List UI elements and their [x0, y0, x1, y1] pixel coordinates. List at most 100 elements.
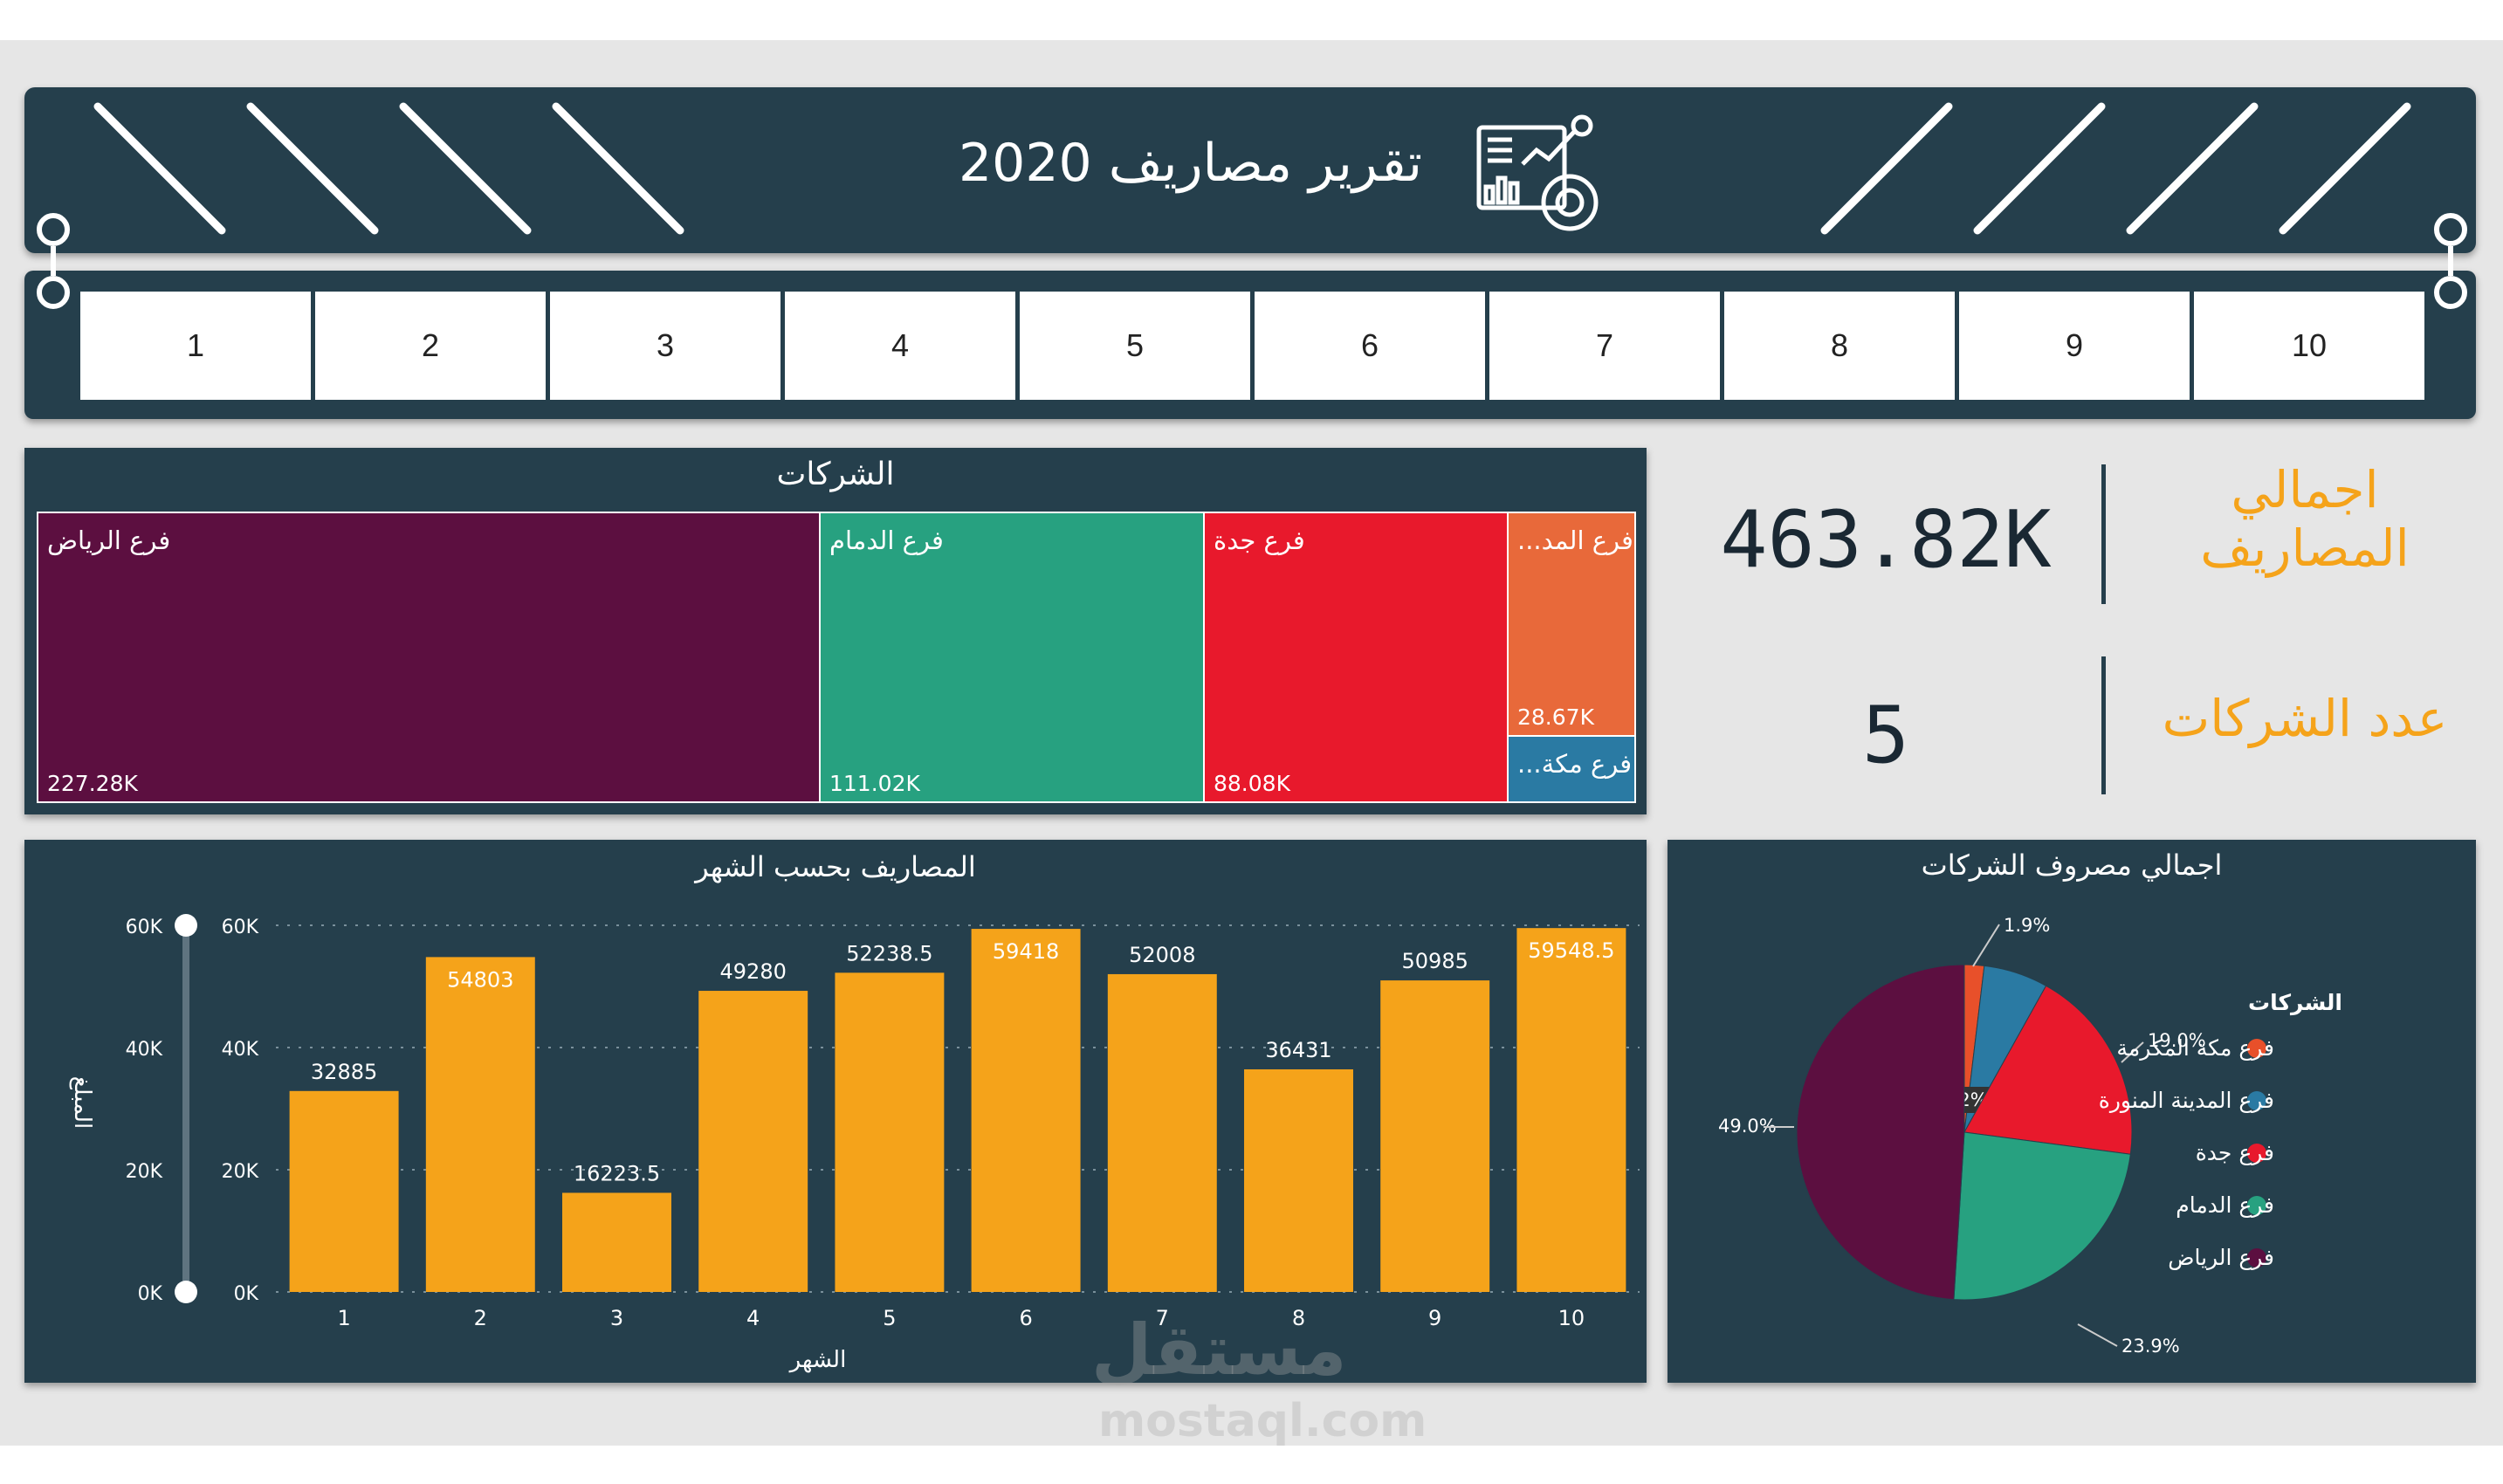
header-decoration — [93, 102, 2411, 235]
slicer-item-6[interactable]: 6 — [1255, 292, 1487, 400]
x-tick-label: 1 — [337, 1306, 350, 1330]
x-tick-label: 3 — [610, 1306, 623, 1330]
legend-item[interactable]: فرع الدمام — [2176, 1192, 2274, 1218]
kpi-total-value: 463.82K — [1720, 494, 2052, 586]
slicer-item-1[interactable]: 1 — [80, 292, 313, 400]
rail-link-right — [2448, 246, 2453, 276]
range-slider-min-handle[interactable] — [175, 1281, 197, 1303]
range-slider-tick: 60K — [126, 917, 163, 938]
pie-leader-line — [2077, 1323, 2118, 1347]
page-title: تقرير مصاريف 2020 — [959, 133, 1423, 194]
rail-ring-left-bottom — [37, 276, 70, 309]
slicer-item-3[interactable]: 3 — [550, 292, 782, 400]
bar[interactable] — [698, 991, 808, 1292]
pie-slice[interactable] — [1963, 985, 2133, 1155]
range-slider-tick: 40K — [126, 1039, 163, 1061]
pie-data-label: 1.9% — [2004, 915, 2050, 936]
treemap-tile-makkah[interactable]: ...فرع مكة — [1507, 735, 1636, 803]
slicer-item-2[interactable]: 2 — [315, 292, 547, 400]
slicer-item-10[interactable]: 10 — [2194, 292, 2424, 400]
bar[interactable] — [1107, 973, 1217, 1292]
bar[interactable] — [425, 957, 535, 1292]
x-tick-label: 8 — [1292, 1306, 1305, 1330]
bar[interactable] — [971, 929, 1081, 1292]
slicer-item-5[interactable]: 5 — [1020, 292, 1252, 400]
pie-chart-title: اجمالي مصروف الشركات — [1921, 848, 2223, 882]
tile-value: 88.08K — [1214, 771, 1290, 796]
kpi-total-label: اجمالي المصاريف — [2156, 461, 2453, 577]
treemap-tile-riyadh[interactable]: فرع الرياض 227.28K — [37, 512, 821, 803]
watermark-url: mostaql.com — [1098, 1395, 1427, 1447]
rail-ring-right-top — [2434, 213, 2467, 246]
decor-slash — [1820, 102, 1953, 235]
bar[interactable] — [289, 1090, 399, 1292]
tile-value: 28.67K — [1517, 704, 1594, 730]
y-tick-label: 20K — [222, 1161, 259, 1183]
kpi-divider — [2101, 464, 2106, 604]
x-tick-label: 9 — [1428, 1306, 1441, 1330]
rail-ring-left-top — [37, 213, 70, 246]
bar[interactable] — [835, 972, 945, 1292]
legend-swatch — [2247, 1039, 2266, 1058]
range-slider-tick: 20K — [126, 1161, 163, 1183]
watermark-logo: مستقل — [1091, 1309, 1347, 1391]
bar[interactable] — [1380, 980, 1490, 1292]
range-slider-tick: 0K — [138, 1283, 163, 1305]
report-analytics-icon — [1476, 114, 1599, 231]
rail-link-left — [51, 246, 56, 276]
bar-chart-title: المصاريف بحسب الشهر — [695, 850, 976, 883]
bar-data-label: 59548.5 — [1528, 938, 1614, 963]
bar-data-label: 16223.5 — [574, 1161, 660, 1185]
range-slider-max-handle[interactable] — [175, 914, 197, 937]
pie-slice[interactable] — [1953, 1131, 2131, 1301]
y-axis-label: المبلغ — [69, 1076, 95, 1129]
kpi-divider — [2101, 656, 2106, 794]
bar[interactable] — [1244, 1068, 1353, 1292]
kpi-count-value: 5 — [1861, 690, 1910, 781]
decor-slash — [246, 102, 379, 235]
legend-item[interactable]: فرع المدينة المنورة — [2099, 1088, 2274, 1113]
bar-data-label: 52238.5 — [846, 941, 932, 965]
legend-swatch — [2247, 1091, 2266, 1110]
treemap-tile-madinah[interactable]: ...فرع المد 28.67K — [1507, 512, 1636, 737]
legend-item[interactable]: فرع الرياض — [2168, 1245, 2274, 1270]
pie-leader-line — [1972, 924, 2000, 967]
slicer-item-4[interactable]: 4 — [785, 292, 1017, 400]
slicer-item-9[interactable]: 9 — [1959, 292, 2191, 400]
x-tick-label: 4 — [746, 1306, 760, 1330]
tile-label: فرع الرياض — [47, 526, 171, 555]
slicer-item-8[interactable]: 8 — [1724, 292, 1956, 400]
bar-data-label: 50985 — [1402, 949, 1468, 973]
legend-swatch — [2247, 1248, 2266, 1268]
legend-item[interactable]: فرع جدة — [2196, 1140, 2274, 1165]
pie-slice[interactable] — [1796, 964, 1965, 1301]
decor-slash — [2279, 102, 2411, 235]
legend-title: الشركات — [2248, 990, 2342, 1016]
slicer-item-7[interactable]: 7 — [1489, 292, 1722, 400]
bar-data-label: 59418 — [993, 939, 1059, 964]
decor-slash — [2126, 102, 2259, 235]
kpi-total-label-line2: المصاريف — [2200, 518, 2410, 578]
decor-slash — [399, 102, 532, 235]
kpi-total-label-line1: اجمالي — [2231, 460, 2379, 519]
x-tick-label: 7 — [1156, 1306, 1169, 1330]
tile-label: ...فرع مكة — [1517, 749, 1633, 779]
treemap-tile-jeddah[interactable]: فرع جدة 88.08K — [1203, 512, 1509, 803]
x-tick-label: 6 — [1019, 1306, 1032, 1330]
x-tick-label: 5 — [883, 1306, 896, 1330]
treemap-tile-dammam[interactable]: فرع الدمام 111.02K — [819, 512, 1205, 803]
tile-label: فرع الدمام — [829, 526, 944, 555]
decor-slash — [93, 102, 226, 235]
bar-data-label: 36431 — [1265, 1038, 1331, 1062]
bar[interactable] — [1516, 928, 1626, 1292]
bar[interactable] — [562, 1192, 671, 1292]
y-tick-label: 40K — [222, 1039, 259, 1061]
tile-value: 227.28K — [47, 771, 138, 796]
legend-item[interactable]: فرع مكة المكرمة — [2116, 1035, 2274, 1061]
treemap-title: الشركات — [776, 457, 895, 492]
x-tick-label: 10 — [1558, 1306, 1585, 1330]
tile-value: 111.02K — [829, 771, 920, 796]
kpi-count-label: عدد الشركات — [2162, 689, 2448, 748]
tile-label: فرع جدة — [1214, 526, 1305, 555]
